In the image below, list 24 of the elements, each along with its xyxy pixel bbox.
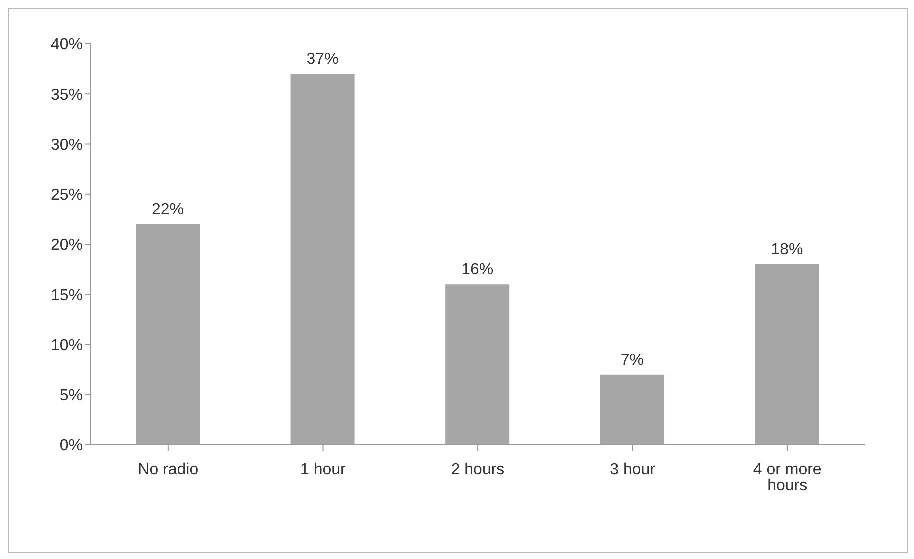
bar xyxy=(755,264,820,445)
x-tick-label: 2 hours xyxy=(451,461,505,478)
data-label: 16% xyxy=(462,262,494,279)
y-tick-label: 25% xyxy=(50,187,83,204)
y-tick-label: 35% xyxy=(50,86,83,104)
y-tick-label: 40% xyxy=(50,36,83,54)
y-tick-label: 10% xyxy=(50,337,83,354)
bar xyxy=(446,284,510,445)
x-tick-label: No radio xyxy=(138,461,199,478)
y-tick-label: 30% xyxy=(50,136,83,154)
x-tick-label: 3 hour xyxy=(610,461,656,478)
y-tick-label: 0% xyxy=(60,438,83,455)
data-label: 7% xyxy=(620,352,644,369)
data-label: 37% xyxy=(306,51,339,68)
x-tick-label: 1 hour xyxy=(300,461,347,478)
y-tick-label: 15% xyxy=(50,287,83,304)
bar xyxy=(600,374,664,445)
data-label: 22% xyxy=(152,201,184,218)
y-tick-label: 5% xyxy=(60,388,83,405)
bar xyxy=(136,224,200,445)
bar xyxy=(290,74,355,445)
y-tick-label: 20% xyxy=(50,237,83,254)
data-label: 18% xyxy=(771,242,804,259)
x-tick-label: 4 or more hours xyxy=(753,461,822,494)
